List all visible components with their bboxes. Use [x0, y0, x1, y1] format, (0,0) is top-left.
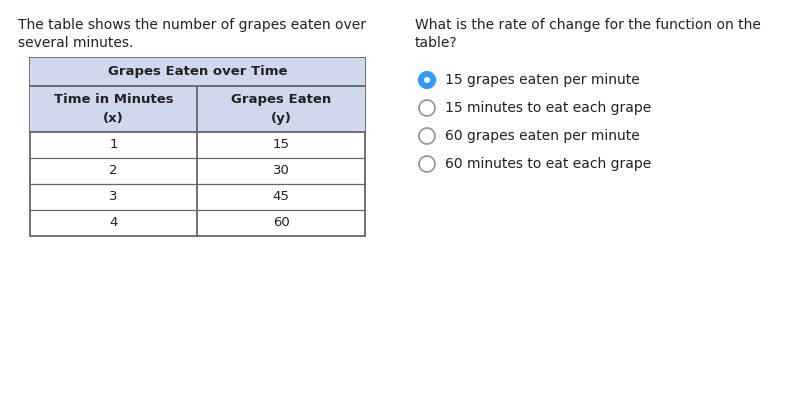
Bar: [30, 86, 365, 132]
Text: 3: 3: [110, 190, 118, 203]
Bar: [30, 58, 365, 86]
Circle shape: [419, 156, 435, 172]
Text: table?: table?: [415, 36, 458, 50]
Text: 15 minutes to eat each grape: 15 minutes to eat each grape: [445, 101, 651, 115]
Text: 15: 15: [273, 138, 290, 152]
Text: 60: 60: [273, 217, 290, 229]
Text: 60 minutes to eat each grape: 60 minutes to eat each grape: [445, 157, 651, 171]
Text: 4: 4: [110, 217, 118, 229]
Circle shape: [419, 100, 435, 116]
Circle shape: [424, 77, 430, 83]
Text: 45: 45: [273, 190, 290, 203]
Text: 1: 1: [110, 138, 118, 152]
Bar: [30, 58, 365, 236]
Text: Grapes Eaten over Time: Grapes Eaten over Time: [108, 65, 287, 79]
Text: The table shows the number of grapes eaten over: The table shows the number of grapes eat…: [18, 18, 366, 32]
Text: 30: 30: [273, 164, 290, 178]
Text: What is the rate of change for the function on the: What is the rate of change for the funct…: [415, 18, 761, 32]
Circle shape: [419, 128, 435, 144]
Text: Grapes Eaten: Grapes Eaten: [231, 93, 331, 106]
Text: several minutes.: several minutes.: [18, 36, 134, 50]
Circle shape: [419, 72, 435, 88]
Text: (y): (y): [270, 112, 291, 125]
Text: 2: 2: [110, 164, 118, 178]
Text: (x): (x): [103, 112, 124, 125]
Text: Time in Minutes: Time in Minutes: [54, 93, 174, 106]
Text: 15 grapes eaten per minute: 15 grapes eaten per minute: [445, 73, 640, 87]
Text: 60 grapes eaten per minute: 60 grapes eaten per minute: [445, 129, 640, 143]
